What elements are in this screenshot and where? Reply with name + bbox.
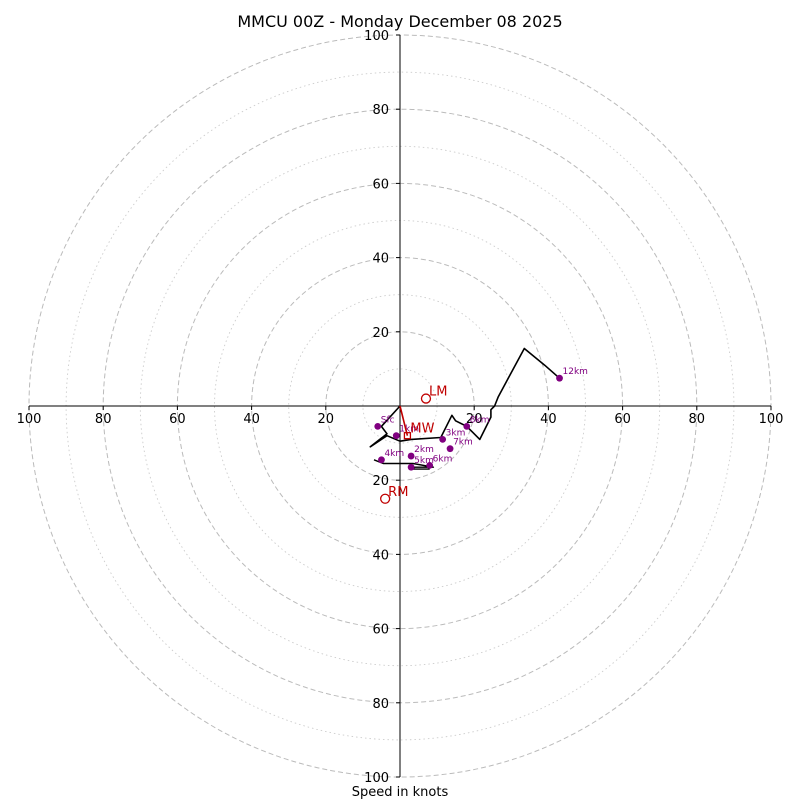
x-tick-right-60: 60 — [614, 412, 631, 427]
height-label-1km: 1km — [399, 425, 419, 435]
height-point-3km — [439, 435, 447, 443]
height-point-sfc — [374, 423, 382, 430]
height-point-5km — [407, 463, 415, 471]
x-tick-left-80: 80 — [95, 412, 112, 427]
height-point-4km — [378, 456, 385, 464]
y-tick-top-80: 80 — [372, 103, 389, 118]
height-label-sfc: Sfc — [381, 415, 395, 425]
storm-motion-marker-rm — [380, 493, 391, 504]
height-label-3km: 3km — [446, 428, 466, 438]
height-label-7km: 7km — [453, 438, 473, 448]
x-tick-left-20: 20 — [318, 412, 335, 427]
x-tick-left-60: 60 — [169, 412, 186, 427]
y-tick-top-40: 40 — [372, 252, 389, 267]
x-tick-left-100: 100 — [17, 412, 42, 427]
height-label-4km: 4km — [384, 449, 404, 459]
height-point-2km — [407, 452, 415, 460]
storm-motion-marker-mw — [403, 432, 412, 440]
y-tick-top-20: 20 — [372, 326, 389, 341]
x-tick-right-100: 100 — [759, 412, 784, 427]
storm-motion-label-rm: RM — [388, 485, 408, 500]
y-tick-top-60: 60 — [372, 177, 389, 192]
height-point-12km — [556, 374, 563, 382]
storm-motion-layer: LM MW RM — [380, 385, 447, 504]
x-tick-right-40: 40 — [540, 412, 557, 427]
height-label-5km: 5km — [414, 456, 434, 466]
x-tick-right-80: 80 — [689, 412, 706, 427]
y-tick-bottom-60: 60 — [372, 623, 389, 638]
chart-title: MMCU 00Z - Monday December 08 2025 — [237, 12, 562, 31]
x-tick-left-40: 40 — [243, 412, 260, 427]
tick-labels: 20 40 60 80 100 100 80 60 40 20 20 40 60 80 100 20 40 60 8… — [17, 29, 784, 786]
height-point-1km — [392, 432, 400, 440]
y-tick-bottom-40: 40 — [372, 548, 389, 563]
height-label-12km: 12km — [563, 367, 588, 377]
height-label-6km: 6km — [433, 454, 453, 464]
storm-motion-label-lm: LM — [429, 385, 447, 400]
height-point-8km — [463, 423, 471, 430]
y-tick-bottom-20: 20 — [372, 474, 389, 489]
storm-motion-marker-lm — [420, 393, 432, 404]
y-tick-top-100: 100 — [364, 29, 389, 44]
shear-vector — [399, 405, 409, 436]
x-tick-right-20: 20 — [466, 412, 483, 427]
height-point-6km — [426, 461, 434, 469]
height-label-2km: 2km — [414, 445, 434, 455]
height-point-7km — [446, 445, 454, 453]
storm-motion-label-mw: MW — [410, 422, 434, 437]
y-tick-bottom-100: 100 — [364, 771, 389, 786]
height-label-8km: 8km — [470, 415, 490, 425]
y-tick-bottom-80: 80 — [372, 697, 389, 712]
x-axis-label: Speed in knots — [352, 785, 449, 800]
hodograph-trace — [369, 347, 561, 448]
